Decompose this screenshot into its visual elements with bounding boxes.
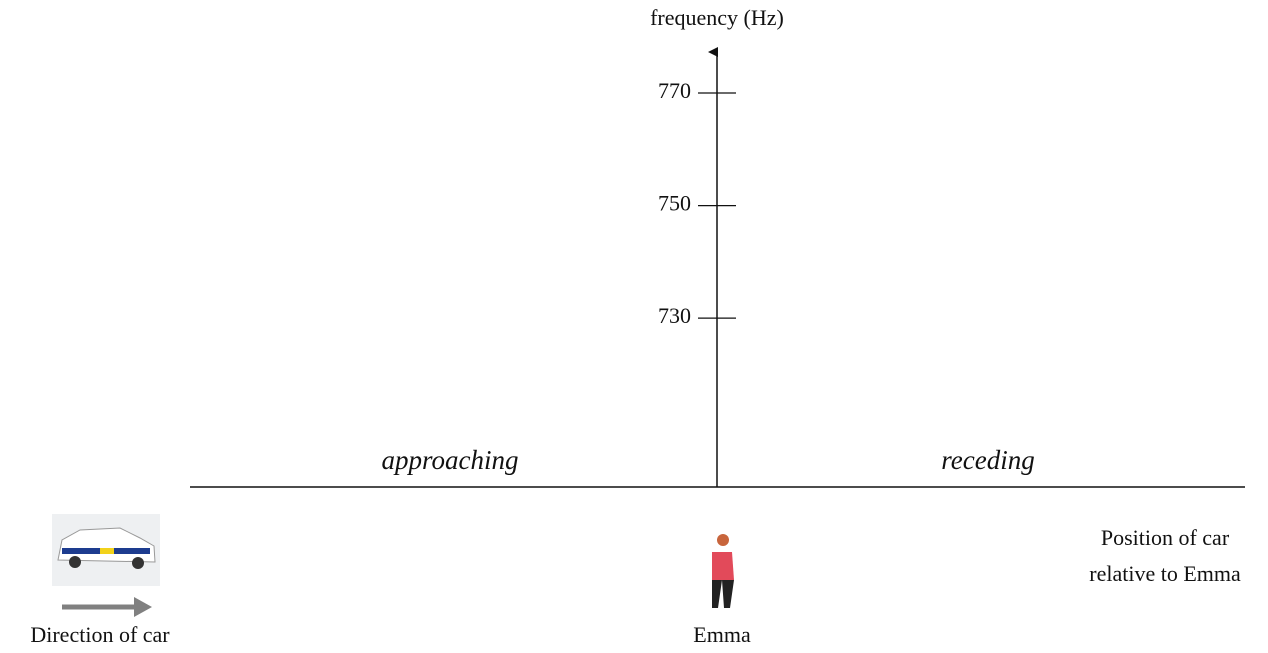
y-tick-label: 770 <box>658 78 691 103</box>
region-label: approaching <box>382 445 519 475</box>
car-icon <box>52 514 160 586</box>
observer-label: Emma <box>693 622 751 647</box>
y-axis-label: frequency (Hz) <box>650 5 784 30</box>
direction-arrow-head <box>134 597 152 617</box>
y-tick-label: 750 <box>658 191 691 216</box>
person-icon <box>712 534 734 608</box>
diagram: frequency (Hz) approaching receding Posi… <box>0 0 1268 653</box>
y-tick-label: 730 <box>658 303 691 328</box>
car-label: Direction of car <box>30 622 170 647</box>
region-label: receding <box>941 445 1034 475</box>
page: frequency (Hz) approaching receding Posi… <box>0 0 1268 653</box>
x-axis-label: relative to Emma <box>1089 561 1241 586</box>
x-axis-label: Position of car <box>1101 525 1230 550</box>
